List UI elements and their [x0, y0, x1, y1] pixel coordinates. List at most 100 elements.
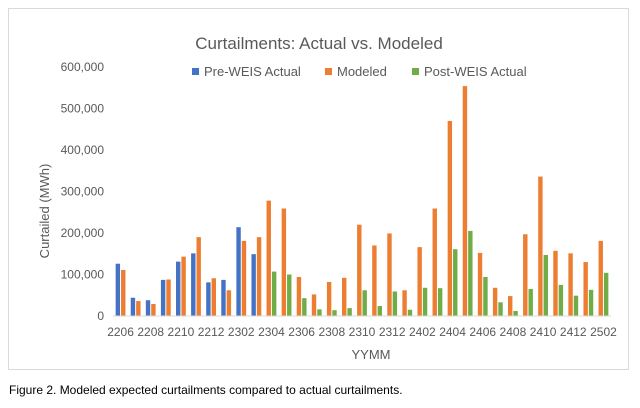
bar-post-weis-actual-2412: [573, 295, 579, 316]
bar-modeled-2301: [226, 290, 232, 316]
x-tick-label: 2312: [379, 325, 406, 339]
bar-modeled-2308: [326, 281, 332, 316]
bar-pre-weis-actual-2301: [221, 279, 226, 316]
x-tick-label: 2212: [198, 325, 225, 339]
bar-modeled-2311: [372, 245, 377, 316]
bar-post-weis-actual-2304: [271, 271, 277, 316]
chart-title: Curtailments: Actual vs. Modeled: [195, 34, 443, 53]
bar-modeled-2501: [583, 262, 588, 316]
bar-modeled-2409: [523, 234, 528, 316]
bar-modeled-2208: [151, 303, 156, 316]
x-axis-ticks: 2206 2208 2210 2212 2302 2304 2306 2308 2310 2312…: [107, 325, 617, 339]
legend-swatch: [192, 68, 199, 75]
bar-modeled-2206: [121, 269, 126, 316]
x-tick-label: 2408: [500, 325, 527, 339]
y-axis-label: Curtailed (MWh): [37, 164, 52, 259]
bar-modeled-2401: [402, 290, 407, 316]
legend-label: Pre-WEIS Actual: [204, 64, 301, 79]
bar-post-weis-actual-2408: [513, 311, 518, 316]
bar-modeled-2306: [296, 276, 302, 316]
bar-modeled-2411: [553, 250, 558, 316]
bar-modeled-2502: [598, 240, 603, 316]
x-tick-label: 2304: [258, 325, 285, 339]
bar-modeled-2406: [477, 252, 483, 316]
x-tick-label: 2210: [168, 325, 195, 339]
bar-modeled-2312: [387, 233, 392, 316]
bar-post-weis-actual-2308: [332, 310, 337, 316]
bar-modeled-2304: [266, 200, 271, 316]
x-tick-label: 2310: [349, 325, 376, 339]
bar-modeled-2408: [508, 296, 513, 316]
bar-pre-weis-actual-2209: [160, 279, 166, 316]
bar-post-weis-actual-2411: [558, 284, 564, 317]
y-axis-ticks: 0 100,000 200,000 300,000 400,000 500,000 600,…: [61, 60, 105, 323]
legend-label: Modeled: [337, 64, 387, 79]
y-tick-label: 200,000: [61, 226, 105, 240]
bar-post-weis-actual-2312: [392, 291, 398, 316]
bars: [115, 86, 609, 317]
x-axis-label: YYMM: [352, 347, 391, 362]
bar-pre-weis-actual-2206: [115, 263, 121, 316]
bar-post-weis-actual-2407: [498, 302, 503, 316]
bar-modeled-2305: [281, 208, 287, 316]
bar-modeled-2307: [311, 294, 317, 316]
bar-post-weis-actual-2307: [317, 309, 322, 316]
bar-pre-weis-actual-2210: [176, 261, 181, 316]
y-tick-label: 100,000: [61, 268, 105, 282]
bar-post-weis-actual-2309: [347, 308, 352, 316]
figure-caption: Figure 2. Modeled expected curtailments …: [9, 383, 403, 397]
bar-modeled-2410: [538, 176, 543, 316]
bar-pre-weis-actual-2211: [191, 253, 196, 316]
chart-container: Curtailments: Actual vs. Modeled Curtail…: [8, 8, 629, 370]
x-tick-label: 2412: [560, 325, 587, 339]
bar-modeled-2211: [196, 237, 201, 316]
bar-modeled-2302: [241, 240, 247, 316]
x-tick-label: 2208: [137, 325, 164, 339]
bar-modeled-2209: [166, 279, 171, 316]
bar-modeled-2310: [357, 224, 362, 316]
legend-swatch: [325, 68, 332, 75]
x-tick-label: 2306: [288, 325, 315, 339]
bar-modeled-2212: [211, 278, 216, 316]
x-tick-label: 2410: [530, 325, 557, 339]
bar-post-weis-actual-2403: [437, 288, 443, 316]
bar-post-weis-actual-2311: [377, 306, 382, 316]
bar-modeled-2407: [492, 287, 498, 316]
bar-modeled-2412: [568, 253, 573, 316]
bar-post-weis-actual-2502: [603, 272, 609, 316]
x-tick-label: 2308: [318, 325, 345, 339]
bar-pre-weis-actual-2212: [206, 282, 211, 316]
bar-post-weis-actual-2410: [543, 255, 548, 316]
bar-post-weis-actual-2409: [528, 289, 533, 316]
y-tick-label: 400,000: [61, 143, 105, 157]
bar-post-weis-actual-2405: [468, 230, 473, 316]
legend-label: Post-WEIS Actual: [424, 64, 527, 79]
bar-pre-weis-actual-2207: [130, 297, 136, 316]
bar-modeled-2210: [181, 256, 186, 316]
x-tick-label: 2302: [228, 325, 255, 339]
x-tick-label: 2206: [107, 325, 134, 339]
bar-modeled-2309: [342, 277, 347, 316]
x-tick-label: 2502: [590, 325, 617, 339]
bar-modeled-2303: [256, 237, 262, 316]
bar-pre-weis-actual-2208: [145, 300, 151, 316]
bar-post-weis-actual-2402: [422, 287, 428, 316]
y-tick-label: 600,000: [61, 60, 105, 74]
y-tick-label: 300,000: [61, 185, 105, 199]
bar-modeled-2405: [462, 86, 468, 316]
bar-post-weis-actual-2401: [407, 309, 413, 316]
x-tick-label: 2402: [409, 325, 436, 339]
bar-pre-weis-actual-2302: [236, 227, 241, 316]
bar-modeled-2404: [447, 120, 453, 316]
bar-post-weis-actual-2406: [483, 276, 488, 316]
y-tick-label: 0: [97, 309, 104, 323]
bar-modeled-2402: [417, 247, 422, 316]
legend-swatch: [412, 68, 419, 75]
bar-post-weis-actual-2305: [287, 274, 292, 316]
x-tick-label: 2406: [469, 325, 496, 339]
bar-post-weis-actual-2306: [302, 298, 307, 316]
x-tick-label: 2404: [439, 325, 466, 339]
bar-post-weis-actual-2404: [453, 249, 458, 316]
bar-chart: Curtailments: Actual vs. Modeled Curtail…: [37, 34, 617, 362]
bar-post-weis-actual-2310: [362, 290, 367, 316]
